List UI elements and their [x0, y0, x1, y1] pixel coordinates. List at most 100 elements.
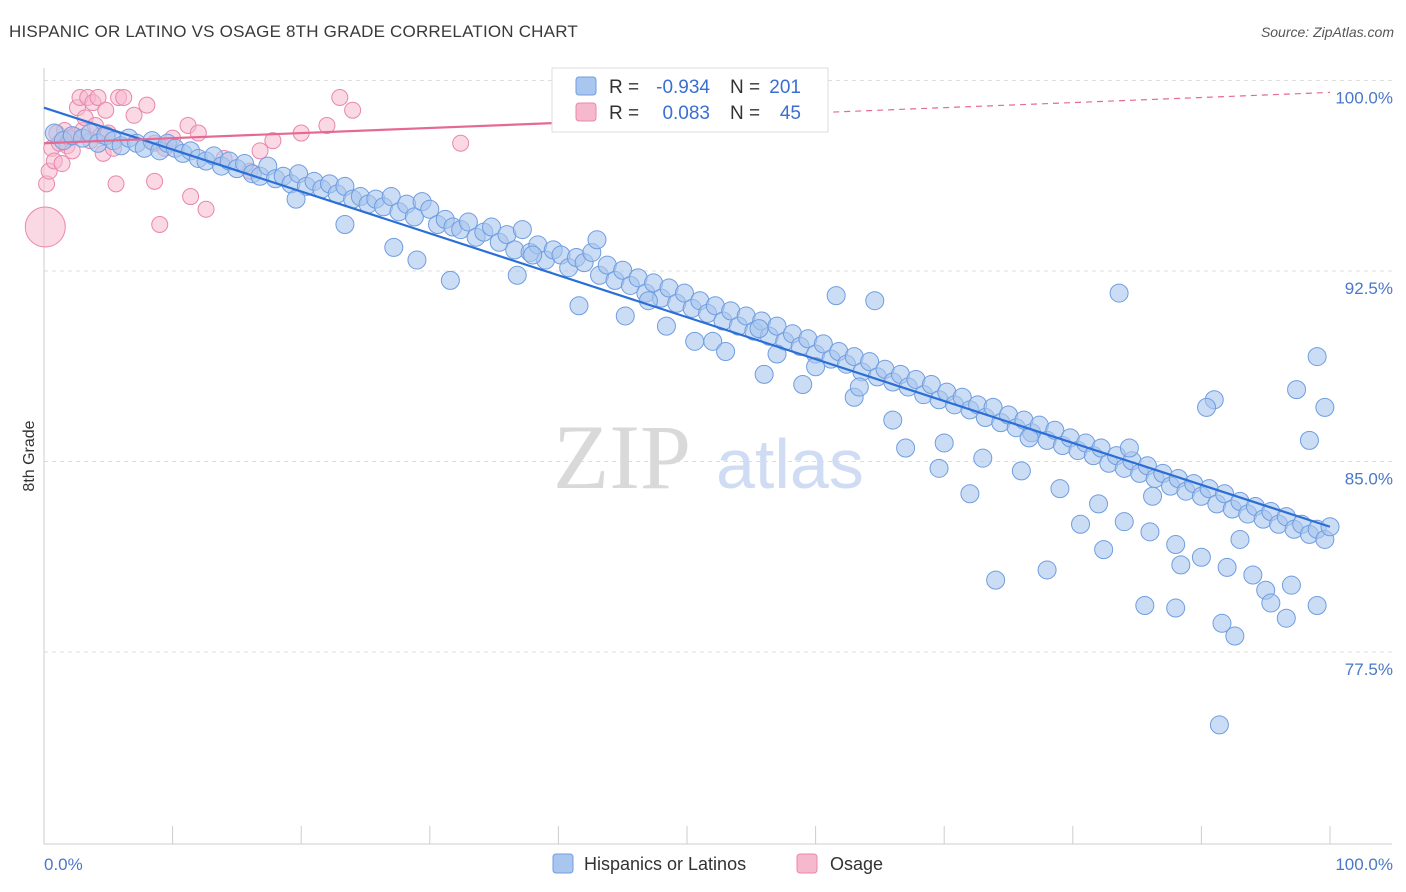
hispanic-point-168: [587, 230, 607, 250]
hispanic-points: [44, 123, 1340, 735]
osage-point-37: [251, 142, 269, 160]
hispanic-point-209: [1143, 486, 1163, 506]
hispanic-point-43: [381, 187, 401, 207]
legend-swatch-hispanic: [552, 853, 574, 874]
y-tick-label-1: 92.5%: [1345, 279, 1393, 298]
hispanic-point-185: [1243, 565, 1263, 585]
stats-swatch-pink: [575, 102, 597, 122]
osage-trend-extension: [558, 91, 1331, 124]
hispanic-point-213: [896, 438, 916, 458]
stats-box: R = -0.934 N = 201 R = 0.083 N = 45: [551, 67, 829, 133]
osage-point-45: [24, 206, 66, 248]
hispanic-point-203: [1171, 555, 1191, 575]
hispanic-point-171: [754, 364, 774, 384]
hispanic-point-207: [1261, 593, 1281, 613]
osage-point-20: [89, 89, 107, 106]
hispanic-point-224: [335, 215, 355, 234]
hispanic-point-151: [1215, 484, 1235, 504]
hispanic-point-214: [849, 377, 869, 397]
hispanic-point-200: [1037, 560, 1057, 580]
y-tick-label-0: 100.0%: [1335, 89, 1393, 108]
hispanic-point-199: [986, 570, 1006, 590]
osage-point-27: [115, 89, 133, 106]
stats-r-value-1: -0.934: [656, 77, 710, 98]
y-tick-label-2: 85.0%: [1345, 470, 1393, 489]
stats-r-label-2: R =: [609, 103, 639, 124]
hispanic-point-227: [1307, 347, 1327, 367]
hispanic-point-193: [1315, 397, 1335, 417]
osage-trend-line: [43, 121, 559, 145]
osage-point-28: [125, 106, 143, 124]
hispanic-point-184: [1217, 557, 1237, 577]
hispanic-point-175: [934, 433, 954, 453]
x-tick-label-min: 0.0%: [44, 855, 83, 874]
hispanic-point-217: [716, 342, 736, 361]
hispanic-point-105: [860, 352, 880, 372]
stats-n-value-1: 201: [769, 77, 801, 98]
hispanic-point-223: [384, 237, 404, 257]
osage-point-43: [107, 175, 125, 193]
hispanic-point-172: [793, 375, 813, 395]
osage-point-38: [264, 132, 282, 150]
hispanic-point-215: [806, 357, 826, 377]
osage-point-46: [151, 216, 169, 233]
hispanic-point-73: [613, 260, 633, 280]
hispanic-point-56: [482, 217, 502, 237]
y-axis-title: 8th Grade: [21, 420, 38, 491]
hispanic-point-166: [407, 250, 427, 270]
hispanic-point-198: [826, 286, 846, 306]
osage-point-42: [344, 101, 362, 119]
hispanic-point-113: [921, 375, 941, 395]
hispanic-point-197: [767, 344, 787, 364]
hispanic-point-196: [685, 331, 705, 351]
x-axis-ticks: [43, 826, 1331, 844]
hispanic-point-228: [1197, 397, 1217, 417]
hispanic-point-99: [813, 334, 833, 354]
hispanic-point-206: [1230, 529, 1250, 549]
hispanic-point-221: [507, 265, 527, 285]
osage-point-6: [53, 155, 71, 173]
watermark-zip: ZIP: [553, 406, 691, 508]
legend-label-osage: Osage: [830, 854, 883, 874]
hispanic-point-208: [1307, 596, 1327, 615]
hispanic-point-202: [1135, 596, 1155, 615]
y-tick-labels: 100.0% 92.5% 85.0% 77.5%: [1335, 89, 1393, 680]
watermark-atlas: atlas: [716, 425, 864, 503]
osage-point-44: [146, 172, 164, 190]
hispanic-point-174: [883, 410, 903, 430]
hispanic-point-229: [1119, 438, 1139, 458]
osage-point-34: [189, 124, 207, 142]
hispanic-point-205: [1276, 608, 1296, 628]
stats-swatch-blue: [575, 76, 597, 96]
hispanic-point-182: [1166, 535, 1186, 555]
hispanic-point-177: [1011, 461, 1031, 481]
hispanic-point-183: [1191, 547, 1211, 567]
legend-swatch-osage: [796, 853, 818, 874]
osage-points: [24, 89, 470, 248]
stats-box-frame: [551, 67, 829, 133]
hispanic-point-188: [1281, 575, 1301, 595]
hispanic-point-178: [1050, 479, 1070, 499]
stats-r-label-1: R =: [609, 77, 639, 98]
hispanic-point-194: [1109, 283, 1129, 303]
chart-title: HISPANIC OR LATINO VS OSAGE 8TH GRADE CO…: [9, 22, 578, 41]
hispanic-point-211: [960, 484, 980, 504]
hispanic-point-219: [615, 306, 635, 326]
hispanic-point-192: [1299, 430, 1319, 450]
osage-point-29: [138, 96, 156, 114]
osage-point-40: [318, 116, 336, 134]
hispanic-point-179: [1089, 494, 1109, 514]
trend-lines: [43, 91, 1331, 528]
hispanic-point-46: [404, 207, 424, 227]
stats-n-value-2: 45: [780, 103, 801, 124]
hispanic-point-60: [512, 220, 532, 240]
legend: Hispanics or Latinos Osage: [552, 853, 883, 874]
hispanic-point-190: [1166, 598, 1186, 618]
legend-label-hispanic: Hispanics or Latinos: [584, 854, 746, 874]
osage-point-48: [182, 188, 200, 206]
hispanic-point-180: [1114, 512, 1134, 532]
hispanic-point-218: [656, 316, 676, 336]
hispanic-point-204: [1225, 626, 1245, 646]
hispanic-point-176: [973, 448, 993, 468]
